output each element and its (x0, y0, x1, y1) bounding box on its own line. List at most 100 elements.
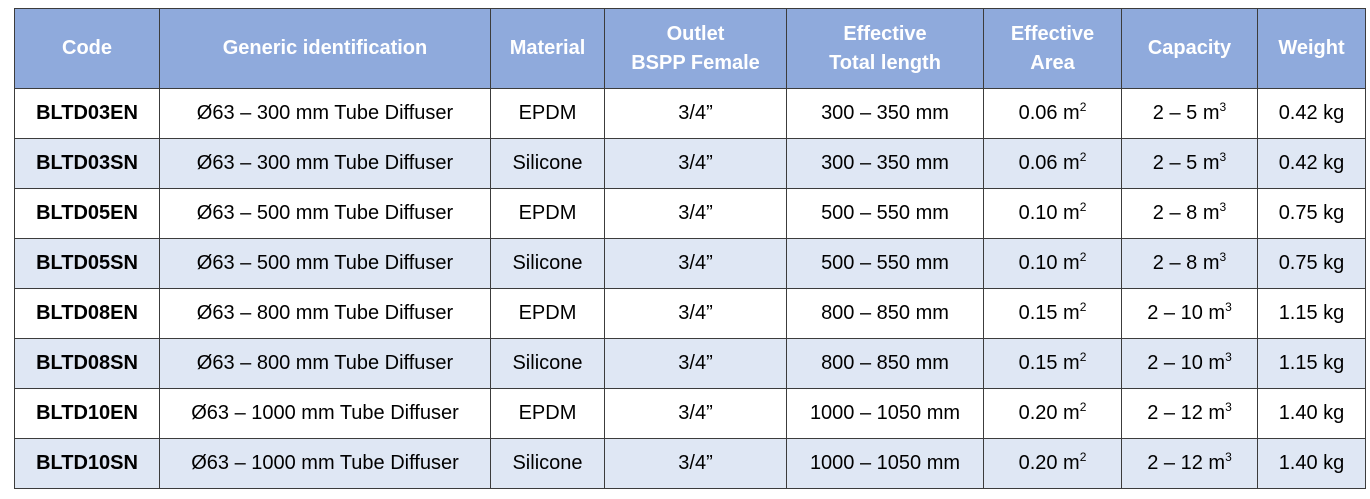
cell-generic-value: Ø63 – 1000 mm Tube Diffuser (191, 452, 459, 474)
cell-generic: Ø63 – 500 mm Tube Diffuser (159, 238, 491, 289)
column-header-outlet-line: Outlet (666, 22, 725, 45)
cell-weight: 0.42 kg (1257, 88, 1366, 139)
cell-area-value: 0.15 m (1018, 302, 1080, 324)
cell-area: 0.06 m2 (983, 88, 1122, 139)
cell-capacity-value: 2 – 5 m (1152, 152, 1220, 174)
cell-generic: Ø63 – 500 mm Tube Diffuser (159, 188, 491, 239)
column-header-outlet: Outlet BSPP Female (604, 8, 787, 89)
cell-area: 0.10 m2 (983, 188, 1122, 239)
cell-capacity-value: 2 – 12 m (1147, 402, 1226, 424)
cell-length: 1000 – 1050 mm (786, 388, 984, 439)
cell-code: BLTD03SN (14, 138, 160, 189)
cell-code: BLTD10SN (14, 438, 160, 489)
cell-capacity: 2 – 10 m3 (1121, 338, 1258, 389)
cell-outlet-value: 3/4” (678, 202, 713, 224)
cell-code-value: BLTD03EN (36, 102, 138, 124)
cell-area-value: 0.10 m (1018, 252, 1080, 274)
column-header-area-line: Area (1030, 51, 1075, 74)
cell-code-value: BLTD05EN (36, 202, 138, 224)
cell-weight: 1.15 kg (1257, 288, 1366, 339)
cell-outlet: 3/4” (604, 138, 787, 189)
cell-material-value: Silicone (512, 152, 583, 174)
cell-weight-value: 0.75 kg (1278, 202, 1345, 224)
cell-length-value: 500 – 550 mm (821, 252, 949, 274)
cell-code: BLTD10EN (14, 388, 160, 439)
cell-material: EPDM (490, 188, 605, 239)
cell-length: 300 – 350 mm (786, 88, 984, 139)
cell-capacity-exponent: 3 (1225, 400, 1232, 414)
cell-generic: Ø63 – 1000 mm Tube Diffuser (159, 388, 491, 439)
table-row: BLTD10EN Ø63 – 1000 mm Tube Diffuser EPDM 3… (14, 388, 1366, 439)
cell-area: 0.15 m2 (983, 338, 1122, 389)
cell-weight: 0.75 kg (1257, 238, 1366, 289)
cell-weight-value: 1.40 kg (1278, 452, 1345, 474)
cell-capacity-value: 2 – 10 m (1147, 352, 1226, 374)
cell-length: 500 – 550 mm (786, 238, 984, 289)
table-row: BLTD05EN Ø63 – 500 mm Tube Diffuser EPDM 3/… (14, 188, 1366, 239)
cell-capacity-value: 2 – 8 m (1152, 202, 1220, 224)
table-row: BLTD08SN Ø63 – 800 mm Tube Diffuser Silico… (14, 338, 1366, 389)
cell-capacity: 2 – 12 m3 (1121, 388, 1258, 439)
cell-code-value: BLTD03SN (36, 152, 138, 174)
cell-outlet: 3/4” (604, 388, 787, 439)
cell-area-value: 0.20 m (1018, 402, 1080, 424)
cell-material: EPDM (490, 288, 605, 339)
cell-outlet-value: 3/4” (678, 352, 713, 374)
column-header-code-line: Code (62, 37, 112, 59)
table-row: BLTD10SN Ø63 – 1000 mm Tube Diffuser Silic… (14, 438, 1366, 489)
cell-area-value: 0.06 m (1018, 102, 1080, 124)
cell-capacity-value: 2 – 10 m (1147, 302, 1226, 324)
cell-area-exponent: 2 (1079, 250, 1087, 264)
cell-length-value: 1000 – 1050 mm (809, 452, 961, 474)
cell-generic-value: Ø63 – 300 mm Tube Diffuser (196, 102, 454, 124)
cell-outlet: 3/4” (604, 288, 787, 339)
cell-weight-value: 1.15 kg (1278, 302, 1345, 324)
cell-length-value: 800 – 850 mm (821, 352, 949, 374)
cell-material-value: EPDM (518, 302, 577, 324)
cell-code-value: BLTD10EN (36, 402, 138, 424)
cell-code-value: BLTD08SN (36, 352, 138, 374)
cell-material-value: Silicone (512, 452, 583, 474)
cell-capacity-exponent: 3 (1219, 150, 1227, 164)
cell-capacity: 2 – 8 m3 (1121, 188, 1258, 239)
column-header-length-line: Effective (843, 22, 927, 45)
cell-material-value: EPDM (518, 202, 577, 224)
column-header-length-line: Total length (829, 51, 941, 74)
cell-outlet-value: 3/4” (678, 152, 713, 174)
cell-generic-value: Ø63 – 300 mm Tube Diffuser (196, 152, 454, 174)
cell-area-exponent: 2 (1079, 300, 1087, 314)
cell-material: Silicone (490, 238, 605, 289)
cell-generic-value: Ø63 – 800 mm Tube Diffuser (196, 302, 454, 324)
cell-area-exponent: 2 (1079, 450, 1087, 464)
column-header-capacity: Capacity (1121, 8, 1258, 89)
cell-code: BLTD08EN (14, 288, 160, 339)
cell-weight-value: 0.42 kg (1278, 152, 1345, 174)
cell-material: EPDM (490, 88, 605, 139)
cell-outlet-value: 3/4” (678, 402, 713, 424)
table-body: BLTD03EN Ø63 – 300 mm Tube Diffuser EPDM 3/… (14, 88, 1366, 489)
cell-length: 500 – 550 mm (786, 188, 984, 239)
cell-weight: 1.15 kg (1257, 338, 1366, 389)
cell-length-value: 300 – 350 mm (821, 102, 949, 124)
cell-length: 800 – 850 mm (786, 338, 984, 389)
cell-length-value: 300 – 350 mm (821, 152, 949, 174)
cell-area: 0.20 m2 (983, 388, 1122, 439)
cell-generic: Ø63 – 300 mm Tube Diffuser (159, 88, 491, 139)
cell-code-value: BLTD08EN (36, 302, 138, 324)
cell-capacity-exponent: 3 (1225, 350, 1232, 364)
column-header-area: Effective Area (983, 8, 1122, 89)
cell-generic-value: Ø63 – 800 mm Tube Diffuser (196, 352, 454, 374)
cell-outlet: 3/4” (604, 338, 787, 389)
cell-length-value: 1000 – 1050 mm (809, 402, 961, 424)
cell-weight: 0.42 kg (1257, 138, 1366, 189)
column-header-area-line: Effective (1010, 22, 1095, 45)
header-row: Code Generic identification Material Outlet… (14, 8, 1366, 89)
column-header-weight-line: Weight (1278, 37, 1345, 59)
diffuser-spec-table: Code Generic identification Material Outlet… (14, 8, 1366, 489)
cell-weight-value: 1.40 kg (1278, 402, 1345, 424)
cell-generic: Ø63 – 800 mm Tube Diffuser (159, 338, 491, 389)
column-header-length: Effective Total length (786, 8, 984, 89)
cell-outlet: 3/4” (604, 188, 787, 239)
cell-capacity: 2 – 5 m3 (1121, 138, 1258, 189)
cell-area-exponent: 2 (1079, 350, 1087, 364)
